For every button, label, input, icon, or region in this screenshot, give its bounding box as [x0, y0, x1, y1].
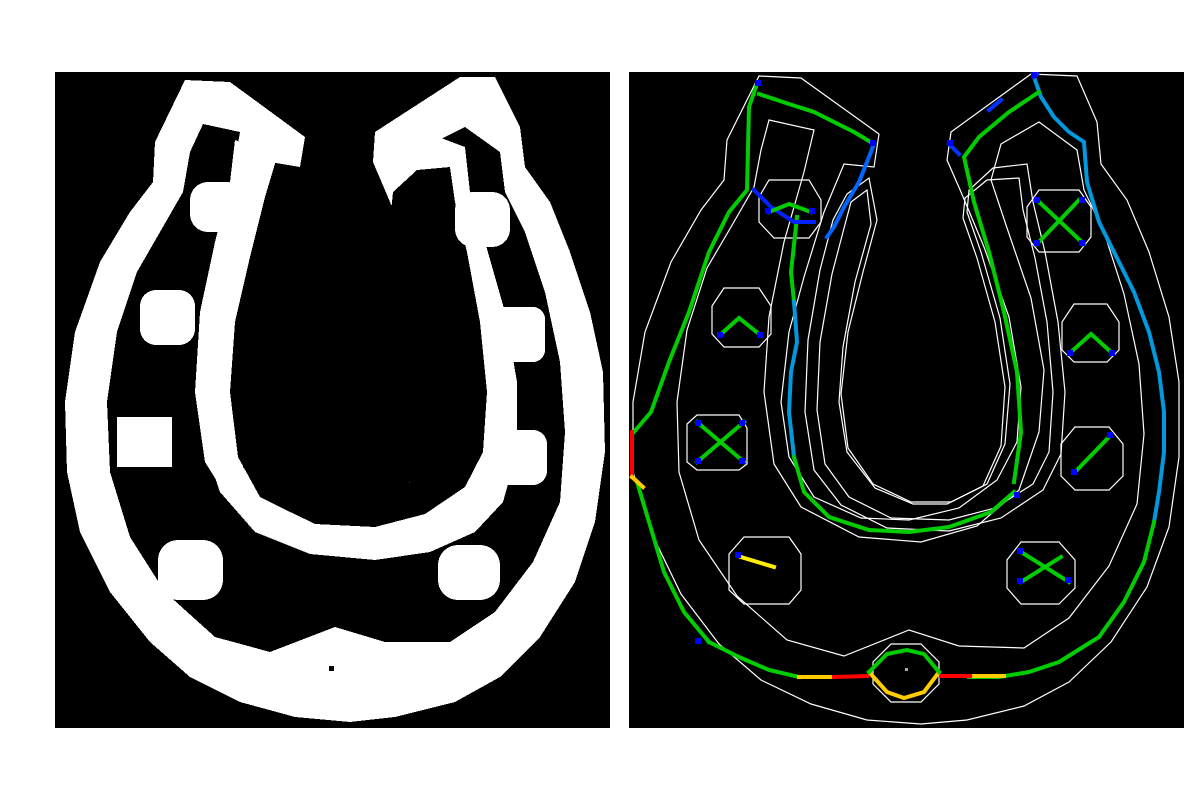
- endpoint: [1034, 197, 1040, 203]
- binary-mask-panel: [55, 72, 610, 728]
- inner-u-contour: [804, 163, 1066, 532]
- outer-contour: [632, 73, 1180, 725]
- endpoint: [1017, 578, 1023, 584]
- nail-holes: [117, 182, 547, 600]
- hole-skeleton: [718, 315, 762, 337]
- hole-skeleton-x: [1018, 549, 1072, 585]
- endpoint: [717, 332, 723, 338]
- skeleton-endpoints: [695, 72, 1115, 644]
- center-dot: [905, 668, 908, 671]
- endpoint: [1107, 432, 1113, 438]
- hole-contour: [1006, 541, 1076, 605]
- skeleton-overlay-panel: [629, 72, 1184, 728]
- skeleton-left-u-blue: [786, 299, 800, 460]
- shape-contours: [632, 73, 1180, 725]
- skeleton-bottom-red-left: [831, 673, 870, 680]
- endpoint: [1017, 548, 1023, 554]
- endpoint: [1065, 577, 1071, 583]
- skeleton-left-diag: [751, 187, 816, 224]
- endpoint: [1109, 350, 1115, 356]
- hole-contour: [1061, 303, 1120, 363]
- skeleton-overlay-image: [629, 72, 1184, 728]
- nail-hole: [490, 307, 545, 362]
- hole-skeleton: [1068, 331, 1114, 355]
- endpoint: [735, 552, 741, 558]
- hole-contour: [1026, 189, 1092, 253]
- endpoint: [755, 80, 761, 86]
- endpoint: [739, 458, 745, 464]
- skeleton-left-outer: [631, 81, 760, 435]
- skeleton-center-ring-top: [866, 647, 942, 675]
- skeleton-left-inner: [756, 91, 877, 147]
- hole-contour: [686, 414, 748, 471]
- endpoint: [695, 458, 701, 464]
- hole-skeleton-x: [1034, 197, 1087, 247]
- skeleton-left-yellow: [629, 474, 646, 490]
- nail-hole: [140, 290, 195, 345]
- skeleton-left-lower: [634, 479, 712, 645]
- endpoint: [695, 638, 701, 644]
- endpoint: [695, 420, 701, 426]
- hole-skeleton: [738, 554, 777, 570]
- medial-axis-skeleton: [629, 72, 1166, 701]
- skeleton-center-ring: [866, 669, 942, 701]
- hole-contour: [711, 287, 772, 348]
- skeleton-left-u: [788, 214, 800, 305]
- endpoint: [809, 208, 815, 214]
- hole-skeleton-x: [694, 419, 747, 465]
- hole-contour: [728, 536, 802, 605]
- hole-contour: [1060, 426, 1124, 491]
- endpoint: [1079, 197, 1085, 203]
- endpoint: [1031, 72, 1037, 78]
- endpoint: [757, 332, 763, 338]
- endpoint: [870, 140, 876, 146]
- nail-hole: [190, 182, 245, 232]
- skeleton-left-upper-blue: [824, 141, 877, 240]
- endpoint: [1067, 350, 1073, 356]
- endpoint: [1071, 469, 1077, 475]
- nail-hole: [438, 545, 500, 600]
- endpoint: [1014, 492, 1020, 498]
- endpoint: [739, 420, 745, 426]
- skeleton-right-inner: [961, 89, 1042, 485]
- skeleton-bottom-left: [706, 639, 802, 680]
- endpoint: [947, 140, 953, 146]
- endpoint: [765, 208, 771, 214]
- endpoint: [1079, 240, 1085, 246]
- endpoint: [1034, 240, 1040, 246]
- nail-hole: [492, 430, 547, 485]
- hole-contour: [758, 179, 822, 239]
- horseshoe-center: [235, 167, 487, 527]
- nail-hole: [158, 540, 223, 600]
- skeleton-right-outer: [1031, 74, 1166, 525]
- hole-skeleton: [1072, 434, 1112, 475]
- binary-horseshoe-image: [55, 72, 610, 728]
- nail-hole: [455, 192, 510, 247]
- inner-u-core: [816, 177, 1054, 521]
- center-dot: [329, 666, 334, 671]
- hole-skeleton: [766, 201, 814, 215]
- skeleton-left-u-green: [791, 454, 1017, 535]
- nail-hole: [117, 417, 172, 467]
